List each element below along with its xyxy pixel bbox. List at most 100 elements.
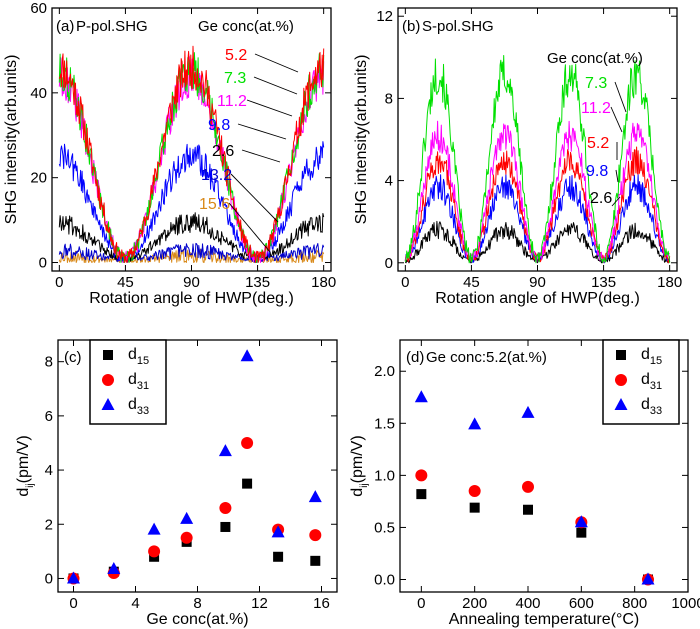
data-point-square [469, 502, 480, 513]
data-point-triangle [641, 572, 655, 585]
x-tick-label: 90 [183, 274, 200, 291]
series-line [404, 174, 670, 264]
data-point-triangle [574, 515, 588, 528]
data-point-square [576, 527, 587, 538]
x-tick-label: 0 [401, 274, 409, 291]
legend-title: Ge conc(at.%) [547, 50, 643, 67]
series-label: 5.2 [225, 47, 247, 64]
legend-label: d15 [641, 346, 662, 367]
plot-frame [51, 7, 332, 272]
x-tick-label: 12 [251, 595, 268, 612]
y-tick-label: 8 [45, 354, 53, 371]
series-label: 2.6 [212, 143, 234, 160]
series-line [404, 220, 671, 264]
series-label: 9.8 [208, 117, 230, 134]
legend-title: Ge conc(at.%) [198, 18, 294, 35]
data-point-circle [309, 529, 322, 542]
y-tick-label: 1.5 [374, 415, 395, 432]
data-point-triangle [180, 511, 194, 524]
series-label: 11.2 [217, 93, 247, 110]
label-leader [615, 169, 619, 183]
series-label: 7.3 [224, 70, 246, 87]
data-point-square [616, 350, 626, 360]
x-tick-label: 45 [117, 274, 134, 291]
y-tick-label: 20 [30, 170, 47, 187]
axes-0: 0 45 90 135 180 0 20 40 60 Rotation angle of HWP(… [3, 0, 336, 307]
x-axis-label: Rotation angle of HWP(deg.) [435, 290, 640, 307]
series-line [58, 45, 325, 263]
x-tick-label: 90 [529, 274, 546, 291]
series-line [404, 55, 671, 264]
x-tick-label: 135 [245, 274, 270, 291]
x-tick-label: 16 [313, 595, 330, 612]
series-line [58, 242, 325, 263]
panel-label: (b) [402, 18, 420, 35]
x-tick-label: 180 [311, 274, 336, 291]
y-tick-label: 4 [385, 173, 393, 190]
panel-title: Ge conc:5.2(at.%) [426, 349, 547, 366]
series-line [58, 248, 325, 263]
x-tick-label: 600 [569, 595, 594, 612]
y-axis-label: dij(pm/V) [349, 435, 370, 496]
traces-a [58, 45, 325, 263]
series-line [58, 212, 325, 262]
legend-label: d33 [641, 396, 662, 417]
data-point-triangle [218, 444, 232, 457]
x-tick-label: 8 [193, 595, 201, 612]
x-axis-label: Annealing temperature(°C) [449, 611, 640, 628]
panel-title: P-pol.SHG [76, 18, 148, 35]
data-point-circle [148, 545, 161, 558]
traces-b [404, 55, 671, 264]
legend: d15 d31 d33 [602, 339, 680, 425]
data-point-triangle [614, 398, 628, 410]
data-point-square [103, 350, 113, 360]
y-axis-label: SHG intensity(arb.units) [353, 55, 370, 225]
y-tick-label: 2.0 [374, 363, 395, 380]
y-tick-label: 0 [45, 570, 53, 587]
series-label: 2.6 [590, 190, 612, 207]
data-point-circle [241, 436, 254, 449]
data-point-square [220, 521, 231, 532]
data-point-circle [415, 469, 428, 482]
y-tick-label: 0.5 [374, 519, 395, 536]
legend-label: d33 [128, 396, 149, 417]
data-point-circle [219, 502, 232, 514]
series-label: 7.3 [585, 75, 607, 92]
data-point-triangle [147, 522, 161, 535]
series-line [58, 141, 325, 263]
plot-frame [399, 339, 689, 593]
data-point-triangle [107, 561, 121, 574]
axes-1: 0 45 90 135 180 0 4 8 12 Rotation angle of HWP(de… [353, 7, 682, 307]
label-leader [228, 202, 271, 253]
series-label: 13.2 [201, 167, 232, 184]
y-axis-label: dij(pm/V) [15, 435, 36, 496]
series-label: 11.2 [581, 100, 611, 117]
data-point-circle [522, 480, 534, 493]
label-leader [237, 123, 287, 140]
x-axis-label: Ge conc(at.%) [146, 611, 248, 628]
x-tick-label: 200 [462, 595, 487, 612]
y-tick-label: 0 [385, 255, 393, 272]
panel-label: (c) [64, 349, 82, 366]
label-leader [254, 53, 299, 73]
data-point-circle [102, 374, 114, 386]
data-point-triangle [521, 405, 535, 418]
data-point-triangle [101, 398, 115, 410]
data-point-triangle [308, 490, 322, 503]
label-leader [611, 196, 621, 207]
data-point-square [523, 504, 533, 515]
legend-label: d31 [641, 371, 662, 392]
panel-label: (d) [406, 349, 424, 366]
series-label: 9.8 [586, 163, 608, 180]
data-point-triangle [240, 349, 254, 362]
legend-label: d15 [128, 346, 149, 367]
data-point-triangle [468, 417, 482, 430]
x-tick-label: 0 [55, 274, 63, 291]
data-point-circle [180, 531, 193, 544]
data-point-square [310, 555, 321, 566]
data-point-square [416, 489, 427, 500]
y-tick-label: 8 [385, 90, 393, 107]
